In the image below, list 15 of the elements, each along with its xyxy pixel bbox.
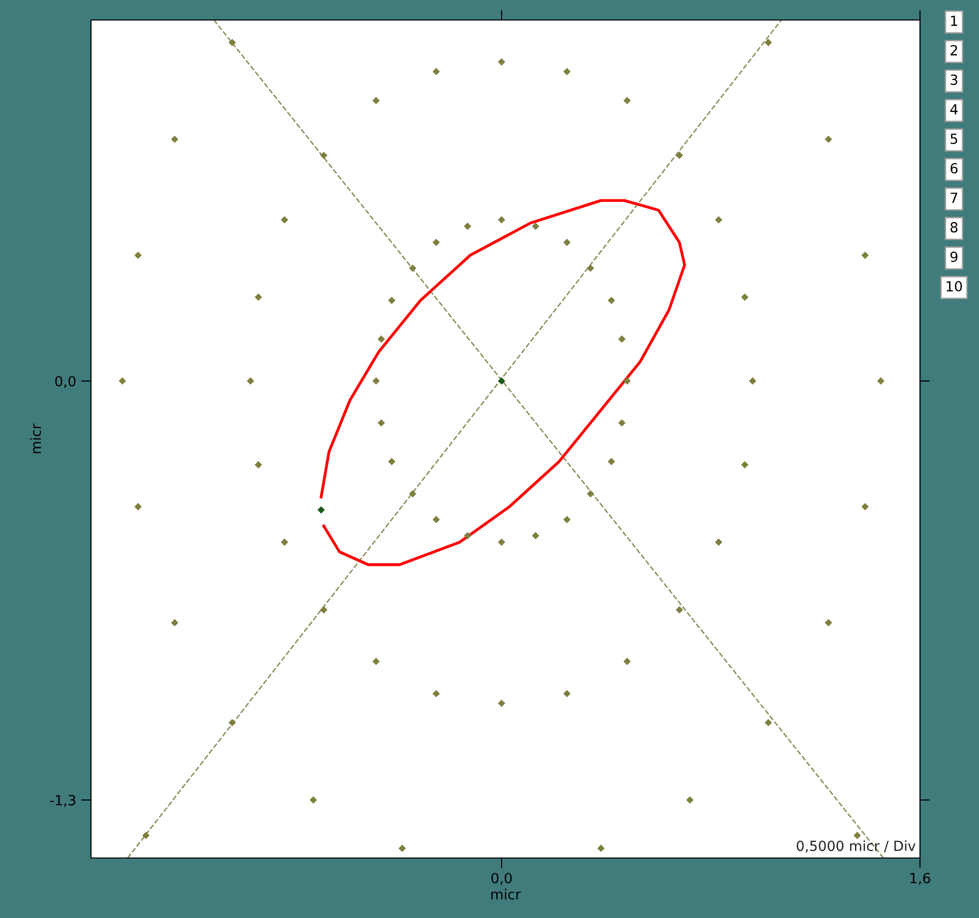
text: 5 [950,134,958,144]
x-axis-title: micr [491,888,521,900]
text: 6 [950,163,958,174]
y-axis-title: micr [30,424,42,454]
text: 1 [951,16,958,26]
text: 10 [946,281,962,292]
annotation: 0,5000 micr / Div [796,840,916,853]
text: 7 [950,192,958,203]
y-tick-label: -1,3 [50,794,76,807]
x-tick-label: 1,6 [910,872,930,885]
text: 8 [950,222,958,233]
text: 2 [950,45,958,56]
text: 3 [950,74,958,86]
text: 4 [950,104,958,114]
text: 9 [950,252,958,262]
